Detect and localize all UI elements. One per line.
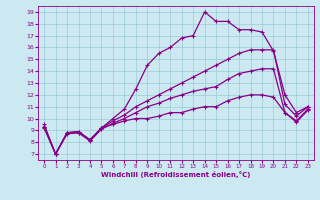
X-axis label: Windchill (Refroidissement éolien,°C): Windchill (Refroidissement éolien,°C) <box>101 171 251 178</box>
